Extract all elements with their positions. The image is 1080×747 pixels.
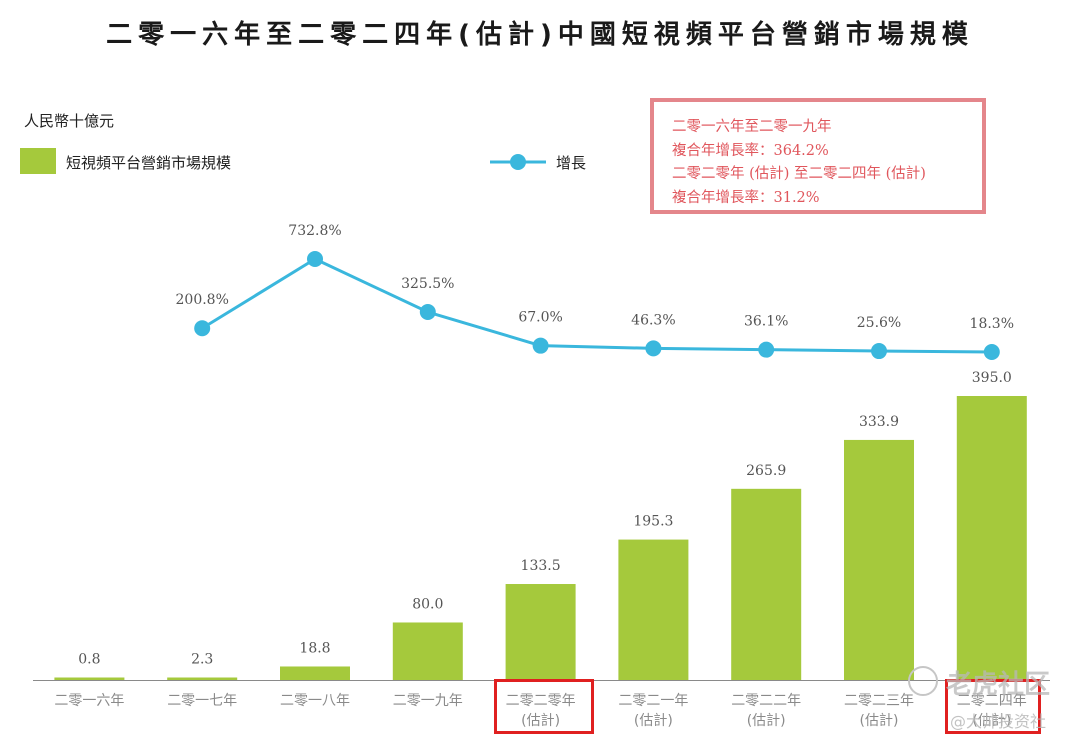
tiger-logo-icon bbox=[908, 666, 938, 696]
growth-value-label: 36.1% bbox=[744, 314, 788, 330]
legend-bar-label: 短視頻平台營銷市場規模 bbox=[66, 154, 232, 172]
highlight-box-2024 bbox=[945, 679, 1041, 734]
bar-value-label: 80.0 bbox=[412, 596, 443, 612]
bar bbox=[167, 677, 238, 680]
bar bbox=[618, 539, 689, 680]
growth-point bbox=[194, 320, 211, 337]
growth-value-label: 25.6% bbox=[857, 315, 901, 331]
growth-point bbox=[983, 344, 1000, 360]
legend-line-label: 增長 bbox=[556, 154, 587, 172]
bar-value-label: 333.9 bbox=[859, 414, 899, 430]
x-tick-label: (估計) bbox=[521, 713, 560, 729]
growth-point bbox=[307, 251, 323, 267]
x-tick-label: (估計) bbox=[860, 713, 899, 729]
growth-value-label: 325.5% bbox=[401, 276, 454, 292]
unit-label: 人民幣十億元 bbox=[24, 112, 115, 130]
growth-value-label: 46.3% bbox=[631, 312, 675, 328]
growth-value-label: 732.8% bbox=[288, 223, 341, 239]
bar bbox=[54, 677, 125, 680]
legend-line-swatch bbox=[490, 154, 546, 170]
bar-value-label: 195.3 bbox=[633, 514, 673, 530]
cagr-line-3: 二零二零年 (估計) 至二零二四年 (估計) bbox=[672, 166, 926, 182]
watermark-text-1: 老虎社区 bbox=[946, 670, 1051, 700]
cagr-box: 二零一六年至二零一九年 複合年增長率：364.2% 二零二零年 (估計) 至二零… bbox=[650, 98, 986, 214]
bar bbox=[392, 622, 463, 680]
cagr-line-2: 複合年增長率：364.2% bbox=[672, 142, 829, 159]
bar bbox=[844, 439, 914, 680]
bar-value-label: 395.0 bbox=[972, 370, 1012, 386]
x-tick-label: 二零二四年 bbox=[957, 693, 1027, 709]
highlight-box-2020 bbox=[494, 679, 594, 734]
bar bbox=[956, 396, 1027, 680]
x-tick-label: 二零一九年 bbox=[393, 693, 463, 709]
bar-value-label: 18.8 bbox=[299, 640, 330, 656]
bar bbox=[280, 666, 350, 680]
growth-point bbox=[532, 337, 549, 354]
bar bbox=[505, 584, 576, 680]
x-tick-label: 二零二一年 bbox=[618, 693, 688, 709]
growth-line bbox=[201, 257, 992, 354]
cagr-line-4: 複合年增長率：31.2% bbox=[672, 189, 820, 206]
legend-bar-swatch bbox=[20, 148, 56, 174]
x-tick-label: 二零二三年 bbox=[844, 693, 914, 709]
bar-value-label: 2.3 bbox=[191, 652, 213, 668]
x-tick-label: (估計) bbox=[747, 713, 786, 729]
bar-value-label: 133.5 bbox=[521, 558, 561, 574]
growth-point bbox=[419, 304, 436, 321]
chart-title: 二零一六年至二零二四年(估計)中國短視頻平台營銷市場規模 bbox=[106, 20, 974, 50]
growth-point bbox=[758, 341, 775, 358]
cagr-line-1: 二零一六年至二零一九年 bbox=[672, 119, 832, 135]
x-tick-label: 二零二二年 bbox=[731, 693, 801, 709]
growth-value-label: 200.8% bbox=[176, 292, 229, 308]
watermark: 老虎社区 @大帅投资社 bbox=[906, 662, 1076, 742]
x-tick-label: 二零一六年 bbox=[54, 693, 124, 709]
x-tick-label: (估計) bbox=[972, 713, 1011, 729]
x-tick-label: (估計) bbox=[634, 713, 673, 729]
x-tick-label: 二零一七年 bbox=[167, 693, 237, 709]
growth-value-label: 18.3% bbox=[970, 316, 1014, 332]
growth-point bbox=[871, 343, 887, 360]
x-tick-label: 二零一八年 bbox=[280, 693, 350, 709]
bar bbox=[731, 488, 802, 680]
growth-point bbox=[645, 340, 662, 357]
bar-value-label: 0.8 bbox=[78, 652, 100, 668]
x-tick-label: 二零二零年 bbox=[506, 693, 576, 709]
growth-value-label: 67.0% bbox=[518, 310, 562, 326]
bar-value-label: 265.9 bbox=[746, 463, 786, 479]
watermark-text-2: @大帅投资社 bbox=[950, 712, 1047, 731]
